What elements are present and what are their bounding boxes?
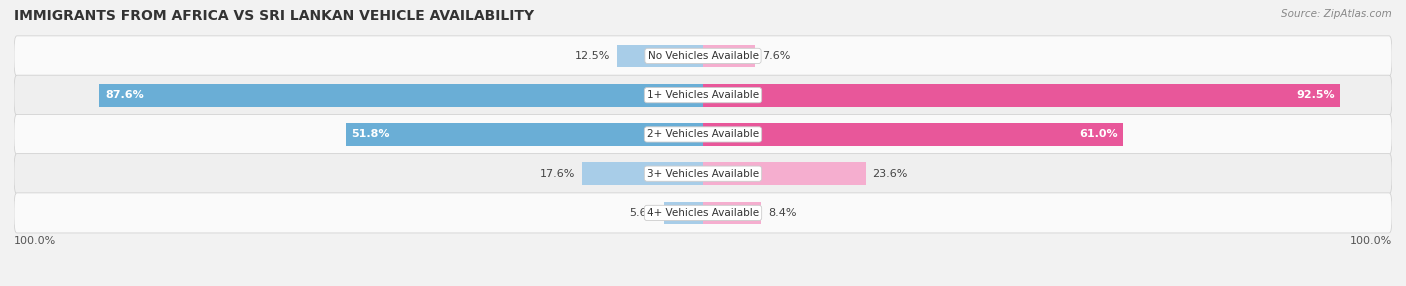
FancyBboxPatch shape [14, 75, 1392, 115]
Text: 100.0%: 100.0% [1350, 236, 1392, 246]
Bar [346, 123, 703, 146]
Text: 23.6%: 23.6% [873, 169, 908, 179]
Text: 1+ Vehicles Available: 1+ Vehicles Available [647, 90, 759, 100]
Text: 87.6%: 87.6% [105, 90, 143, 100]
Text: 4+ Vehicles Available: 4+ Vehicles Available [647, 208, 759, 218]
FancyBboxPatch shape [14, 36, 1392, 76]
Bar [703, 45, 755, 67]
Text: 17.6%: 17.6% [540, 169, 575, 179]
Text: 3+ Vehicles Available: 3+ Vehicles Available [647, 169, 759, 179]
Text: IMMIGRANTS FROM AFRICA VS SRI LANKAN VEHICLE AVAILABILITY: IMMIGRANTS FROM AFRICA VS SRI LANKAN VEH… [14, 9, 534, 23]
Text: 92.5%: 92.5% [1296, 90, 1334, 100]
Bar [582, 162, 703, 185]
FancyBboxPatch shape [14, 193, 1392, 233]
Bar [703, 84, 1340, 107]
Text: Source: ZipAtlas.com: Source: ZipAtlas.com [1281, 9, 1392, 19]
Bar [703, 202, 761, 224]
Text: 12.5%: 12.5% [575, 51, 610, 61]
Bar [617, 45, 703, 67]
Text: 8.4%: 8.4% [768, 208, 796, 218]
Text: 5.6%: 5.6% [630, 208, 658, 218]
FancyBboxPatch shape [14, 154, 1392, 194]
Bar [703, 123, 1123, 146]
Bar [665, 202, 703, 224]
Text: No Vehicles Available: No Vehicles Available [648, 51, 758, 61]
FancyBboxPatch shape [14, 114, 1392, 154]
Bar [100, 84, 703, 107]
Text: 100.0%: 100.0% [14, 236, 56, 246]
Text: 7.6%: 7.6% [762, 51, 790, 61]
Bar [703, 162, 866, 185]
Text: 2+ Vehicles Available: 2+ Vehicles Available [647, 130, 759, 139]
Text: 51.8%: 51.8% [352, 130, 389, 139]
Text: 61.0%: 61.0% [1080, 130, 1118, 139]
